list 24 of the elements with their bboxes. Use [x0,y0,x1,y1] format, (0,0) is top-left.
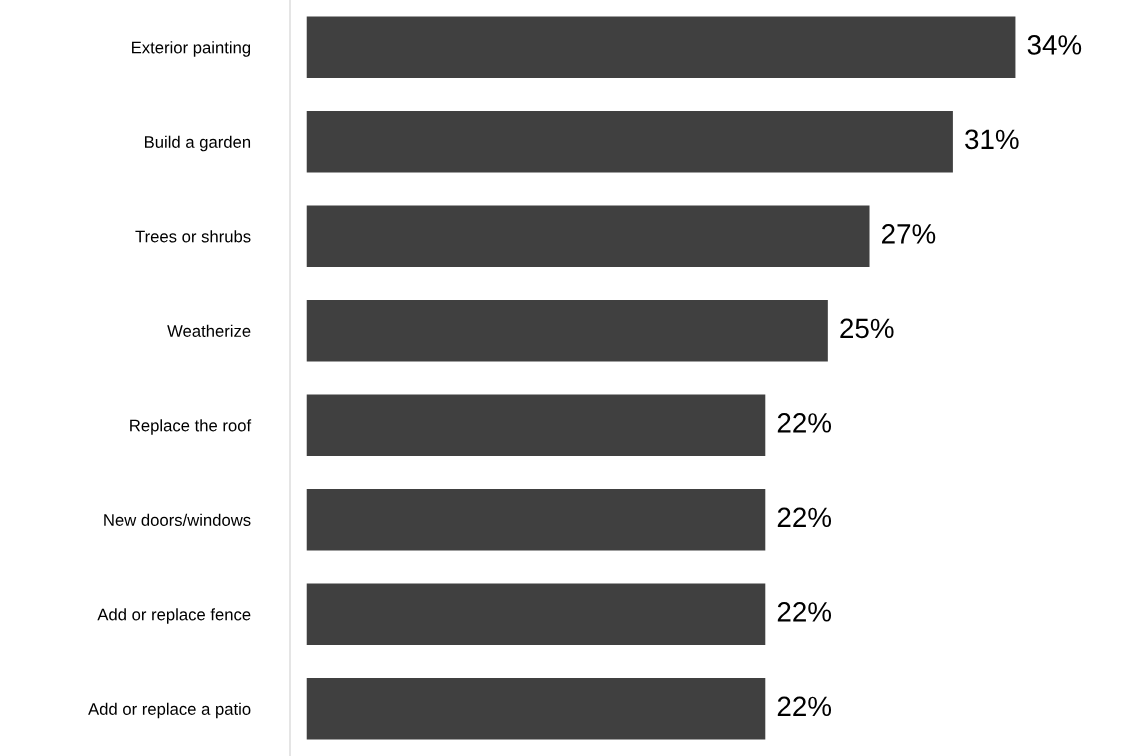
bar [306,678,766,740]
data-label: 31% [965,129,1019,150]
y-tick-label: Trees or shrubs [135,230,251,243]
data-label: 22% [777,602,832,622]
bar [306,111,953,173]
data-label: 22% [777,413,832,433]
y-tick-label: Weatherize [167,324,251,337]
bar [306,583,766,645]
bar [306,16,1016,78]
y-tick-label: Build a garden [145,135,251,152]
y-tick-label: Add or replace a patio [88,702,251,719]
data-label: 25% [840,318,894,339]
data-label: 27% [882,224,936,244]
bar [306,489,766,551]
data-label: 34% [1027,35,1082,55]
data-label: 22% [777,507,832,528]
y-tick-label: Exterior painting [132,41,251,57]
bar [306,205,870,267]
bar [306,394,766,456]
y-tick-label: Add or replace fence [97,608,251,624]
y-tick-label: Replace the roof [130,419,252,435]
y-tick-label: New doors/windows [104,513,251,526]
data-label: 22% [777,696,832,717]
bar [306,300,828,362]
